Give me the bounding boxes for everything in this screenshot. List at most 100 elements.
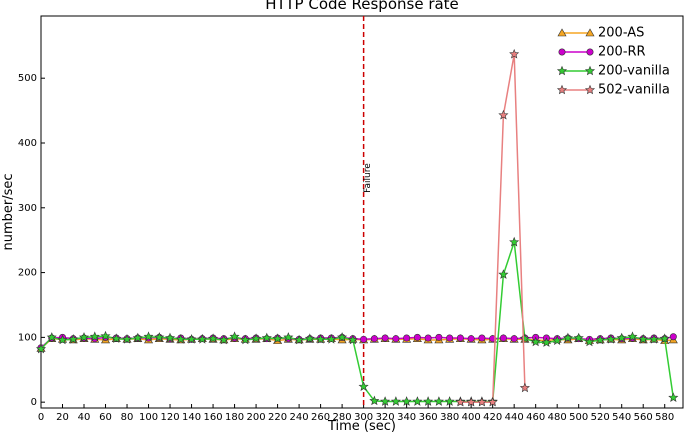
marker: [315, 334, 326, 344]
legend-label: 200-AS: [598, 26, 644, 41]
marker: [122, 333, 133, 344]
marker: [347, 334, 358, 345]
legend-marker: [556, 84, 568, 95]
marker: [218, 334, 229, 345]
marker: [197, 334, 208, 344]
marker: [186, 333, 197, 344]
x-tick-label: 280: [333, 412, 352, 423]
marker: [304, 333, 315, 343]
marker: [499, 334, 507, 342]
marker: [467, 335, 475, 343]
marker: [573, 332, 584, 343]
marker: [46, 332, 57, 342]
marker: [401, 396, 412, 406]
marker: [519, 333, 530, 343]
marker: [498, 109, 509, 120]
marker: [370, 335, 378, 343]
x-tick-label: 460: [526, 412, 545, 423]
legend-marker: [584, 84, 596, 95]
marker: [595, 334, 606, 345]
series-line: [460, 54, 526, 403]
x-tick-label: 360: [419, 412, 438, 423]
legend-marker: [556, 65, 568, 76]
x-tick-label: 20: [56, 412, 69, 423]
x-tick-label: 140: [182, 412, 201, 423]
x-tick-label: 200: [247, 412, 266, 423]
x-tick-label: 440: [505, 412, 524, 423]
x-tick-label: 300: [354, 412, 373, 423]
marker: [530, 336, 541, 347]
marker: [510, 335, 518, 343]
marker: [412, 396, 423, 406]
marker: [283, 332, 294, 342]
marker: [455, 396, 466, 407]
x-tick-label: 540: [612, 412, 631, 423]
marker: [487, 396, 498, 407]
marker: [638, 334, 649, 344]
marker: [605, 333, 616, 344]
marker: [509, 48, 520, 59]
marker: [423, 396, 434, 406]
legend-marker: [584, 65, 596, 76]
legend-label: 502-vanilla: [598, 83, 670, 98]
marker: [446, 334, 454, 342]
marker: [154, 332, 165, 342]
series-line: [40, 241, 675, 403]
y-tick-label: 0: [31, 397, 37, 408]
x-tick-label: 220: [268, 412, 287, 423]
plot-area: [40, 15, 684, 409]
marker: [68, 333, 79, 344]
x-tick-label: 60: [99, 412, 112, 423]
x-tick-label: 400: [462, 412, 481, 423]
marker: [272, 333, 283, 343]
marker: [78, 332, 90, 342]
marker: [627, 331, 638, 342]
marker: [326, 333, 337, 344]
marker: [381, 334, 389, 342]
marker: [208, 333, 219, 343]
marker: [435, 333, 443, 341]
x-tick-label: 560: [634, 412, 653, 423]
x-tick-label: 520: [591, 412, 610, 423]
marker: [509, 236, 520, 247]
marker: [89, 331, 100, 342]
marker: [240, 334, 251, 345]
marker: [111, 333, 122, 343]
y-tick-label: 400: [18, 138, 37, 149]
x-tick-label: 80: [121, 412, 134, 423]
marker: [143, 331, 154, 342]
y-tick-label: 200: [18, 268, 37, 279]
x-tick-label: 380: [440, 412, 459, 423]
x-tick-label: 40: [78, 412, 91, 423]
x-tick-label: 260: [311, 412, 330, 423]
x-axis-label: Time (sec): [327, 419, 396, 434]
marker: [668, 392, 679, 402]
marker: [403, 334, 411, 342]
y-axis-label: number/sec: [1, 173, 16, 250]
legend-marker: [586, 48, 594, 56]
marker: [669, 333, 677, 341]
x-tick-label: 100: [139, 412, 158, 423]
x-tick-label: 420: [483, 412, 502, 423]
marker: [433, 396, 444, 406]
marker: [424, 334, 432, 342]
marker: [165, 332, 176, 343]
marker: [251, 333, 262, 343]
marker: [100, 330, 111, 341]
marker: [261, 332, 272, 343]
marker: [519, 382, 530, 393]
marker: [390, 396, 401, 406]
marker: [294, 334, 305, 345]
y-tick-label: 300: [18, 203, 37, 214]
marker: [392, 335, 400, 343]
x-tick-label: 320: [376, 412, 395, 423]
marker: [337, 332, 348, 342]
marker: [229, 331, 240, 342]
marker: [562, 332, 573, 343]
y-tick-label: 500: [18, 73, 37, 84]
x-tick-label: 0: [38, 412, 44, 423]
marker: [413, 333, 421, 341]
marker: [541, 337, 552, 347]
marker: [132, 332, 143, 343]
